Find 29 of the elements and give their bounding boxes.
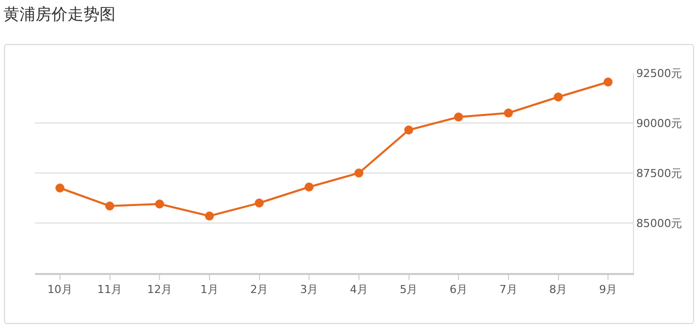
x-tick-label: 4月 — [350, 283, 368, 296]
y-tick-label: 92500元 — [636, 66, 682, 80]
x-tick-label: 2月 — [250, 283, 268, 296]
point — [554, 92, 563, 102]
point — [454, 112, 464, 122]
x-tick-label: 10月 — [47, 283, 72, 296]
point — [404, 126, 414, 134]
point — [504, 108, 513, 118]
point — [105, 202, 114, 210]
point — [204, 212, 214, 220]
x-tick-label: 11月 — [97, 283, 122, 296]
x-tick-label: 3月 — [300, 283, 318, 296]
point — [354, 168, 364, 178]
point — [155, 200, 164, 208]
y-tick-label: 85000元 — [636, 216, 682, 230]
x-tick-label: 5月 — [400, 283, 418, 296]
point — [254, 198, 264, 208]
y-tick-label: 87500元 — [636, 166, 682, 180]
x-tick-label: 12月 — [147, 283, 172, 296]
point — [55, 184, 64, 192]
y-tick-label: 90000元 — [636, 116, 682, 130]
x-tick-label: 7月 — [499, 283, 518, 296]
point — [604, 78, 613, 86]
x-tick-label: 6月 — [450, 283, 468, 296]
point — [304, 182, 314, 192]
x-tick-label: 1月 — [200, 283, 218, 296]
chart-title: 黄浦房价走势图 — [3, 4, 116, 24]
x-tick-label: 8月 — [549, 283, 568, 296]
x-tick-label: 9月 — [599, 283, 618, 296]
